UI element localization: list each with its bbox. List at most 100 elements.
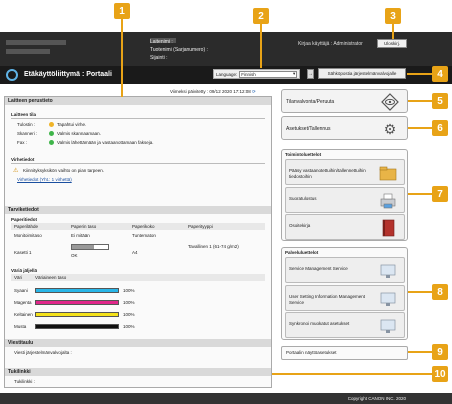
- redacted-block: [6, 49, 50, 54]
- status-monitor-button[interactable]: Tilanvalvonta/Peruuta: [281, 89, 408, 113]
- toner-bar-yellow: [35, 312, 119, 317]
- callout-line: [408, 127, 432, 129]
- toner-table-header: [11, 274, 265, 281]
- warning-icon: ⚠: [13, 168, 19, 174]
- callout-line: [408, 100, 432, 102]
- function-label: Suoratulostus: [289, 196, 317, 201]
- location-label: Sijainti :: [150, 55, 168, 61]
- services-group: Palveluluettelot Service Management Serv…: [281, 247, 408, 340]
- ok-status-icon: [49, 131, 54, 136]
- settings-button[interactable]: Asetukset/Tallennus ⚙: [281, 116, 408, 140]
- paper-level-bar: [71, 244, 109, 250]
- table-cell: OK: [71, 253, 78, 258]
- last-updated-text: Viimeksi päivitetty : 09/12 2020 17:12:0…: [170, 89, 251, 94]
- chevron-down-icon: ▾: [293, 71, 296, 76]
- messages-text: Viesti järjestelmänvalvojalta :: [14, 350, 72, 355]
- table-cell: Kasetti 1: [14, 250, 32, 255]
- product-name-label: Tuotenimi (Sarjanumero) :: [150, 47, 208, 53]
- language-selector: Language: Finnish ▾: [213, 69, 301, 79]
- folder-icon: [379, 166, 397, 181]
- toner-fill: [36, 313, 118, 316]
- error-details-link[interactable]: Virhetiedot (Yht.: 1 virhettä): [17, 177, 72, 182]
- toner-col-level: Väriaineen taso: [35, 275, 67, 280]
- printer-status: Tapahtui virhe.: [57, 122, 87, 127]
- callout-4: 4: [432, 66, 448, 82]
- language-apply-button[interactable]: →: [307, 69, 314, 79]
- logout-button[interactable]: Uloskirj.: [377, 39, 407, 48]
- service-item[interactable]: Synkronoi muokatut asetukset: [285, 312, 405, 338]
- user-name: Administrator: [333, 41, 363, 47]
- callout-line: [407, 73, 432, 75]
- function-item-direct-print[interactable]: Suoratulostus: [285, 187, 405, 213]
- portal-display-settings-link[interactable]: Portaalin näyttöasetukset: [281, 346, 408, 360]
- toner-level: 100%: [123, 312, 135, 317]
- paper-col-source: Paperilähde: [14, 224, 39, 229]
- callout-2: 2: [253, 8, 269, 24]
- table-cell: A4: [132, 250, 138, 255]
- callout-line: [408, 291, 432, 293]
- language-label: Language:: [216, 71, 238, 77]
- service-label: Synkronoi muokatut asetukset: [289, 321, 350, 326]
- table-cell: Ei mitään: [71, 233, 90, 238]
- address-book-icon: [382, 219, 395, 237]
- settings-label: Asetukset/Tallennus: [286, 126, 331, 132]
- table-cell: Tuntematon: [132, 233, 156, 238]
- monitor-icon: [380, 319, 396, 333]
- paper-table-header: [11, 223, 265, 230]
- toner-name: Musta: [14, 324, 27, 329]
- support-text: Tukilinkki :: [14, 379, 35, 384]
- callout-line: [272, 373, 432, 375]
- toner-fill: [36, 325, 118, 328]
- portal-logo-icon: [6, 69, 18, 81]
- toner-level: 100%: [123, 288, 135, 293]
- toner-heading: Väriä jäljellä: [11, 268, 38, 273]
- callout-3: 3: [385, 8, 401, 24]
- function-item-files[interactable]: Pääsy vastaanotettuihin/tallennettuihin …: [285, 159, 405, 185]
- callout-line: [392, 24, 394, 39]
- errors-heading: Virhetiedot: [11, 157, 35, 162]
- language-select[interactable]: Finnish ▾: [239, 70, 298, 78]
- function-item-address-book[interactable]: Osoitekirja: [285, 214, 405, 240]
- toner-level: 100%: [123, 324, 135, 329]
- scanner-label: Skanneri :: [17, 131, 38, 136]
- device-name-label: Laitenimi :: [150, 39, 173, 45]
- paper-level-fill: [72, 245, 94, 249]
- paper-col-level: Paperin taso: [71, 224, 97, 229]
- printer-label: Tulostin :: [17, 122, 36, 127]
- service-item[interactable]: User Setting Information Management Serv…: [285, 285, 405, 311]
- toner-name: Syaani: [14, 288, 28, 293]
- toner-col-color: Väri: [14, 275, 23, 280]
- refresh-icon[interactable]: ⟳: [251, 89, 256, 94]
- eye-icon: [381, 93, 399, 111]
- ok-status-icon: [49, 140, 54, 145]
- toner-fill: [36, 301, 118, 304]
- callout-8: 8: [432, 284, 448, 300]
- function-label: Pääsy vastaanotettuihin/tallennettuihin …: [289, 168, 366, 179]
- redacted-block: [150, 38, 176, 43]
- mail-admin-button[interactable]: Sähköpostia järjestelmänvalvojalle: [318, 68, 406, 79]
- fax-label: Fax :: [17, 140, 28, 145]
- toner-bar-cyan: [35, 288, 119, 293]
- warning-status-icon: [49, 122, 54, 127]
- callout-line: [121, 19, 123, 97]
- toner-fill: [36, 289, 118, 292]
- function-label: Osoitekirja: [289, 223, 311, 228]
- callout-5: 5: [432, 93, 448, 109]
- table-cell: Monitoimitaso: [14, 233, 42, 238]
- paper-col-size: Paperikoko: [132, 224, 155, 229]
- device-info-title: Laitteen perustieto: [5, 97, 271, 105]
- scanner-status: Valmis skannaamaan.: [57, 131, 101, 136]
- support-title: Tukilinkki: [5, 368, 271, 376]
- callout-10: 10: [432, 366, 448, 382]
- gear-icon: ⚙: [383, 120, 397, 137]
- toner-bar-magenta: [35, 300, 119, 305]
- toner-name: Keltainen: [14, 312, 33, 317]
- functions-heading: Toimintoluettelot: [285, 152, 322, 157]
- footer: Copyright CANON INC. 2020: [0, 393, 452, 404]
- functions-group: Toimintoluettelot Pääsy vastaanotettuihi…: [281, 149, 408, 241]
- redacted-block: [6, 40, 66, 45]
- toner-name: Magenta: [14, 300, 32, 305]
- service-item[interactable]: Service Management Service: [285, 257, 405, 283]
- callout-line: [260, 24, 262, 68]
- callout-6: 6: [432, 120, 448, 136]
